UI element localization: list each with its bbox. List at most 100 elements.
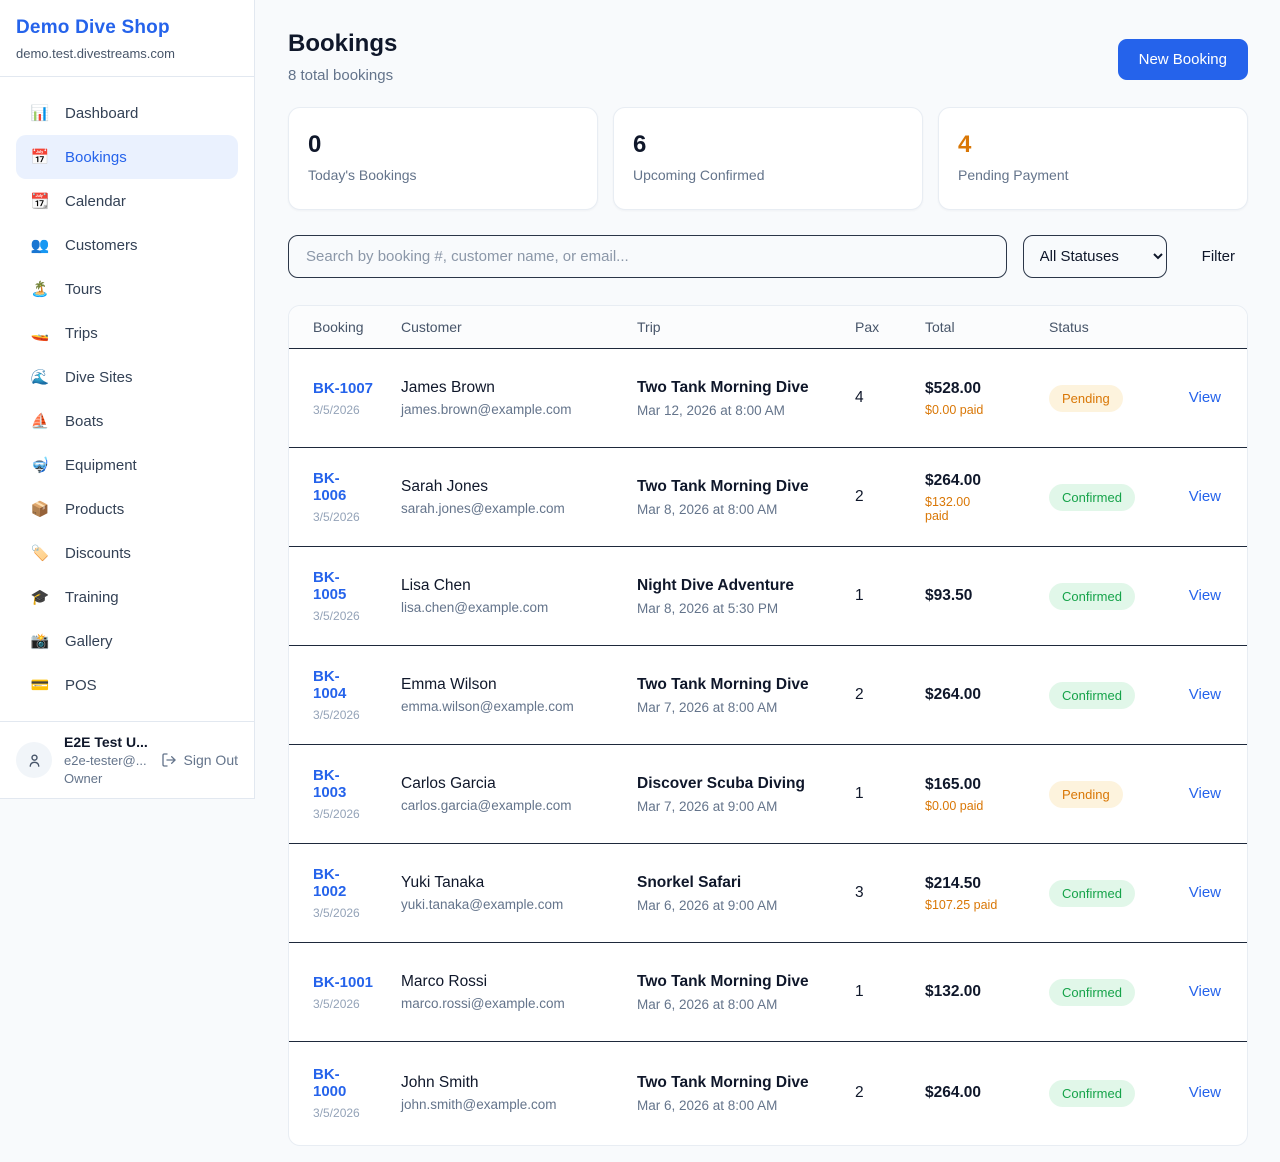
customer-email: john.smith@example.com [401,1097,557,1113]
pax-count: 1 [855,983,864,1000]
sidebar-item-tours[interactable]: 🏝️ Tours [16,267,238,311]
total-amount: $93.50 [925,587,973,604]
booking-id-link[interactable]: BK-1001 [313,973,374,991]
customer-name: Lisa Chen [401,577,471,594]
sidebar-item-discounts[interactable]: 🏷️ Discounts [16,531,238,575]
view-link[interactable]: View [1188,884,1221,901]
booking-id-link[interactable]: BK-1005 [313,569,347,603]
trip-name: Night Dive Adventure [637,576,795,594]
customer-name: Yuki Tanaka [401,874,485,891]
new-booking-button[interactable]: New Booking [1117,39,1248,80]
column-header-booking: Booking [289,306,401,349]
shop-domain: demo.test.divestreams.com [16,46,175,61]
stat-card-todays-bookings: 0 Today's Bookings [288,107,598,210]
diving-mask-icon: 🤿 [30,457,50,474]
sidebar-item-boats[interactable]: ⛵ Boats [16,399,238,443]
trip-name: Snorkel Safari [637,873,742,891]
view-link[interactable]: View [1188,1084,1221,1102]
pax-count: 3 [855,884,864,901]
search-input[interactable] [288,235,1007,278]
sidebar-item-label: Equipment [65,456,137,474]
user-email: e2e-tester@... [64,753,147,768]
booking-date: 3/5/2026 [313,708,360,722]
user-area: E2E Test U... e2e-tester@... Owner Sign … [0,721,254,798]
trip-datetime: Mar 8, 2026 at 8:00 AM [637,501,778,517]
paid-amount: $0.00 paid [925,402,984,417]
sidebar-item-calendar[interactable]: 📆 Calendar [16,179,238,223]
filter-button[interactable]: Filter [1201,248,1235,265]
stat-card-pending-payment: 4 Pending Payment [938,107,1248,210]
page-header: Bookings 8 total bookings New Booking [288,30,1248,84]
dashboard-icon: 📊 [30,105,50,122]
customer-email: emma.wilson@example.com [401,699,574,714]
person-icon [29,753,39,767]
sidebar-item-dashboard[interactable]: 📊 Dashboard [16,91,238,135]
sidebar-item-dive-sites[interactable]: 🌊 Dive Sites [16,355,238,399]
table-row: BK-1004 3/5/2026 Emma Wilson emma.wilson… [289,645,1247,745]
customer-name: John Smith [401,1074,479,1092]
view-link[interactable]: View [1188,587,1221,604]
tag-icon: 🏷️ [30,545,50,562]
sidebar-item-label: Dive Sites [65,368,133,386]
table-row: BK-1006 3/5/2026 Sarah Jones sarah.jones… [289,447,1247,547]
pax-count: 2 [855,1084,864,1102]
page-subtitle: 8 total bookings [288,67,394,84]
total-amount: $165.00 [925,775,982,793]
customer-email: sarah.jones@example.com [401,501,565,516]
booking-id-link[interactable]: BK-1004 [313,668,347,702]
sidebar-item-customers[interactable]: 👥 Customers [16,223,238,267]
booking-id-link[interactable]: BK-1002 [313,866,347,900]
booking-id-link[interactable]: BK-1000 [313,1066,347,1101]
pax-count: 1 [855,785,864,802]
booking-date: 3/5/2026 [313,807,360,821]
column-header-customer: Customer [401,306,637,349]
sidebar-item-label: Tours [65,280,102,298]
trip-datetime: Mar 6, 2026 at 8:00 AM [637,996,778,1012]
sidebar-item-products[interactable]: 📦 Products [16,487,238,531]
booking-id-link[interactable]: BK-1003 [313,767,347,801]
wave-icon: 🌊 [30,369,50,386]
customer-name: James Brown [401,379,495,396]
trip-datetime: Mar 6, 2026 at 9:00 AM [637,897,778,913]
customer-email: carlos.garcia@example.com [401,798,572,813]
sidebar-item-bookings[interactable]: 📅 Bookings [16,135,238,179]
sign-out-button[interactable]: Sign Out [161,752,238,768]
total-amount: $264.00 [925,686,982,703]
customer-name: Carlos Garcia [401,775,496,792]
customer-name: Sarah Jones [401,478,489,495]
view-link[interactable]: View [1188,686,1221,703]
island-icon: 🏝️ [30,281,50,298]
trip-datetime: Mar 7, 2026 at 8:00 AM [637,699,778,715]
booking-date: 3/5/2026 [313,906,360,920]
booking-id-link[interactable]: BK-1007 [313,379,374,397]
view-link[interactable]: View [1188,785,1221,802]
pax-count: 2 [855,686,864,703]
status-badge: Confirmed [1049,483,1135,511]
view-link[interactable]: View [1188,983,1221,1000]
trip-datetime: Mar 8, 2026 at 5:30 PM [637,600,779,616]
table-row: BK-1005 3/5/2026 Lisa Chen lisa.chen@exa… [289,546,1247,646]
sidebar-item-training[interactable]: 🎓 Training [16,575,238,619]
camera-icon: 📸 [30,633,50,650]
sidebar-item-label: Gallery [65,632,113,650]
sidebar-item-pos[interactable]: 💳 POS [16,663,238,707]
sidebar-item-trips[interactable]: 🚤 Trips [16,311,238,355]
booking-date: 3/5/2026 [313,1106,360,1121]
filter-row: All Statuses Filter [288,235,1248,278]
booking-id-link[interactable]: BK-1006 [313,470,347,504]
sidebar-item-equipment[interactable]: 🤿 Equipment [16,443,238,487]
status-select[interactable]: All Statuses [1022,235,1167,278]
trip-name: Two Tank Morning Dive [637,675,809,693]
stats-row: 0 Today's Bookings 6 Upcoming Confirmed … [288,107,1248,210]
package-icon: 📦 [30,501,50,518]
view-link[interactable]: View [1188,488,1221,505]
customer-email: lisa.chen@example.com [401,600,549,615]
sidebar-item-gallery[interactable]: 📸 Gallery [16,619,238,663]
user-name: E2E Test U... [64,734,148,750]
sign-out-label: Sign Out [183,752,238,768]
status-badge: Confirmed [1049,978,1135,1006]
view-link[interactable]: View [1188,389,1221,406]
status-badge: Confirmed [1049,1079,1135,1107]
trip-name: Two Tank Morning Dive [637,378,809,396]
sign-out-icon [161,753,176,767]
